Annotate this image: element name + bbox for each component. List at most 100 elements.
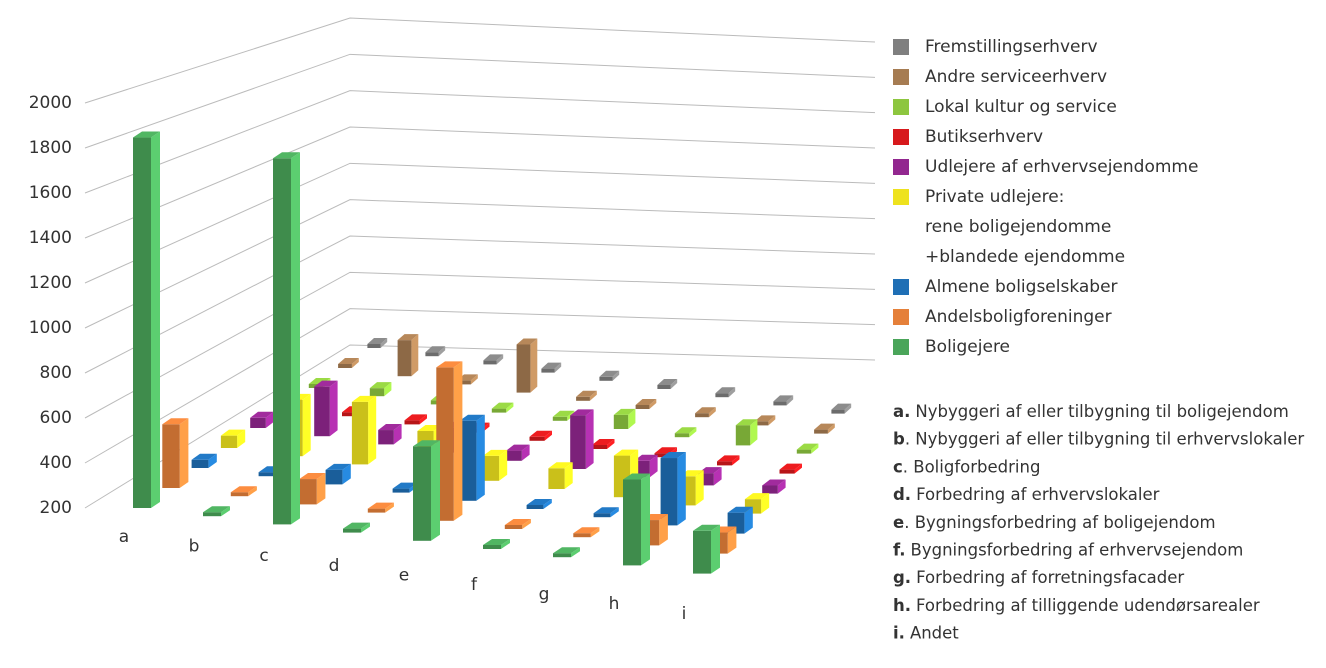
legend-label: Private udlejere: rene boligejendomme +bla… [925, 187, 1125, 267]
bar-top [482, 449, 508, 456]
bar-front [220, 435, 238, 448]
bar [762, 479, 786, 494]
bar-side [544, 430, 552, 441]
bar-top [695, 407, 716, 414]
bar-side [248, 486, 257, 497]
legend-label-line: Private udlejere: [925, 187, 1064, 207]
bar-side [750, 419, 758, 446]
bar-side [564, 462, 573, 489]
bar-side [677, 452, 686, 526]
bar-side [530, 338, 538, 393]
bar-top [369, 382, 392, 389]
bar-side [728, 387, 736, 398]
bar [369, 382, 392, 397]
bar-front [325, 469, 343, 485]
bar-front [483, 545, 501, 549]
bar-front [762, 485, 778, 494]
bar-front [504, 525, 523, 529]
bar [831, 403, 852, 414]
bar [325, 463, 351, 485]
bar-top [552, 410, 575, 417]
note-key: d. [893, 485, 911, 504]
bar-side [208, 453, 217, 468]
bar [191, 453, 217, 468]
bar [314, 380, 338, 437]
bar-front [397, 340, 412, 377]
bar [230, 486, 257, 497]
bar-side [589, 390, 597, 401]
bar-top [727, 506, 753, 513]
legend-label: Andre serviceerhverv [925, 67, 1107, 87]
grid-line [84, 53, 876, 149]
bar-top [599, 370, 620, 377]
bar-side [708, 407, 716, 418]
bar-side [827, 423, 835, 434]
bar [623, 473, 650, 566]
bar-top [796, 443, 819, 450]
bar-front [459, 420, 477, 501]
bar-side [476, 414, 485, 501]
bar [436, 361, 463, 521]
bar [635, 399, 657, 409]
bar [592, 439, 615, 449]
bar-side [610, 507, 619, 518]
x-tick-label: f [471, 575, 478, 595]
bar-top [634, 454, 658, 461]
bar [573, 527, 600, 538]
bar-side [659, 514, 668, 546]
bar-front [548, 468, 565, 489]
bar-top [133, 131, 160, 138]
bar [504, 519, 531, 529]
legend-label: Almene boligselskaber [925, 277, 1118, 297]
bar-side [302, 393, 311, 457]
legend-swatch [893, 69, 909, 85]
bar-side [744, 506, 753, 534]
bar-front [526, 505, 544, 509]
x-tick-label: c [259, 546, 268, 566]
bar-top [717, 455, 740, 462]
grid-line [84, 126, 876, 239]
bar-front [779, 469, 795, 474]
bar-front [162, 424, 180, 488]
category-note: g. Forbedring af forretningsfacader [893, 568, 1184, 587]
category-note: h. Forbedring af tilliggende udendørsarea… [893, 595, 1260, 614]
bar-top [378, 424, 402, 431]
bar [482, 449, 508, 481]
bar-front [482, 455, 500, 481]
category-note: e. Bygningsforbedring af boligejendom [893, 512, 1216, 531]
bar-front [831, 409, 845, 414]
bar [397, 334, 419, 377]
bar-top [417, 424, 442, 431]
bar-front [613, 414, 629, 429]
bar-top [459, 414, 485, 421]
bar [413, 440, 440, 541]
y-tick-label: 600 [40, 408, 72, 428]
y-tick-label: 1600 [29, 183, 72, 203]
bar-side [727, 526, 737, 554]
bar-front [660, 458, 678, 526]
category-note: b. Nybyggeri af eller tilbygning til erh… [893, 429, 1304, 448]
bar-top [541, 362, 562, 369]
bar [548, 462, 573, 489]
bar-side [571, 547, 580, 558]
note-text: Forbedring af forretningsfacader [916, 568, 1184, 587]
bar-side [393, 424, 402, 445]
bar-side [585, 409, 594, 469]
grid-line [84, 235, 876, 374]
y-tick-label: 1400 [29, 228, 72, 248]
note-key: e [893, 512, 904, 531]
bar-front [674, 433, 690, 438]
bar [378, 424, 402, 445]
bar-side [265, 411, 274, 428]
note-text: . Nybyggeri af eller tilbygning til erhv… [905, 429, 1305, 448]
bar-top [338, 358, 359, 364]
legend-swatch [893, 39, 909, 55]
y-tick-label: 400 [40, 453, 72, 473]
bar-front [593, 513, 611, 518]
bar-side [179, 418, 189, 488]
note-key: f. [893, 540, 906, 559]
bar-top [573, 527, 600, 534]
bar [553, 547, 580, 558]
bar-top [230, 486, 257, 493]
